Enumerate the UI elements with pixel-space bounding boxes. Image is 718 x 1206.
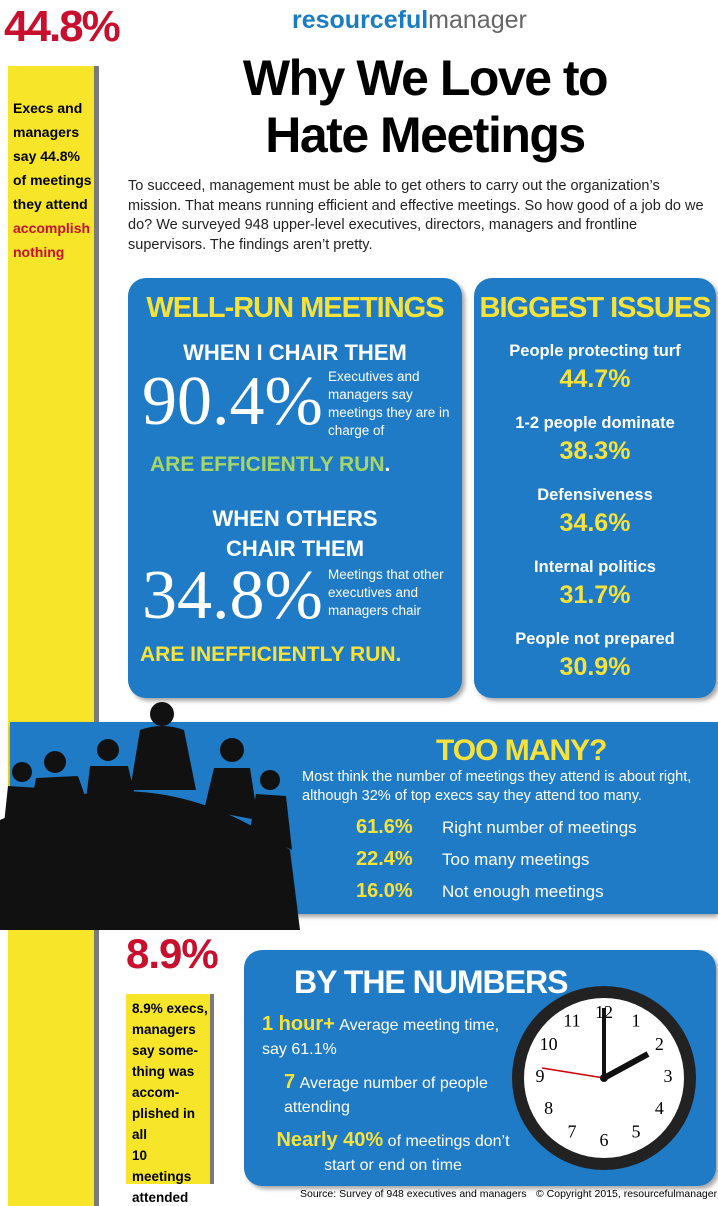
meeting-label: Not enough meetings [442,882,604,901]
source: Source: Survey of 948 executives and man… [300,1188,527,1200]
issue-value: 30.9% [559,653,631,681]
sidebar-bar [8,66,99,1206]
accomplished-stat: 8.9% [126,930,219,977]
brand-part: manager [428,6,527,34]
number-item: Nearly 40% of meetings don’t start or en… [262,1128,524,1178]
issues-panel: BIGGEST ISSUES People protecting turf 44.… [474,278,716,698]
accomplished-line: 10 meetings [132,1148,192,1184]
clock-number: 7 [568,1122,577,1142]
subheading: WHEN I CHAIR THEM [183,340,407,365]
clock-number: 4 [655,1098,664,1118]
accomplished-line: accom- [132,1085,180,1100]
sidebar-stat: 44.8% [4,2,121,51]
copyright: © Copyright 2015, resourcefulmanager [536,1188,718,1200]
issue-value: 38.3% [559,437,631,465]
title: Why We Love to Hate Meetings [242,50,609,163]
silhouette [0,702,300,930]
panel-heading: BY THE NUMBERS [294,964,568,1000]
issue-label: 1-2 people dominate [515,414,675,432]
number-text: of meetings don’t start or end on time [324,1133,510,1174]
meeting-share: 61.6% [356,816,413,838]
result-text: ARE EFFICIENTLY RUN [150,453,385,476]
clock-number: 5 [632,1122,641,1142]
clock-number: 1 [632,1011,641,1031]
number-text: Average meeting time, say 61.1% [262,1017,500,1058]
intro: To succeed, management must be able to g… [128,178,704,253]
number-item: 1 hour+ Average meeting time, say 61.1% [262,1012,520,1062]
panel-heading: WELL-RUN MEETINGS [146,292,444,324]
sidebar-text-main: Execs and managers say 44.8% of meetings… [13,100,92,212]
clock-number: 6 [600,1130,609,1150]
clock-number: 2 [655,1034,664,1054]
big-stat: 90.4% [142,363,323,440]
clock-number: 11 [563,1011,580,1031]
number-value: 1 hour+ [262,1013,335,1035]
clock-number: 10 [540,1034,558,1054]
result: ARE INEFFICIENTLY RUN. [140,643,402,666]
sidebar-highlight: accomplish nothing [13,220,91,260]
well-run-panel: WELL-RUN MEETINGS WHEN I CHAIR THEM 90.4… [128,278,462,698]
accomplished-line: thing was [132,1064,195,1079]
number-item: 7 Average number of people attending [284,1070,514,1120]
number-value: 7 [284,1071,296,1093]
accomplished-line: managers [132,1022,196,1037]
accomplished-box: 8.9% execs, managers say some-thing was acc… [126,994,214,1205]
issue-value: 31.7% [559,581,631,609]
number-value: Nearly 40% [276,1129,384,1151]
meeting-share: 22.4% [356,848,413,870]
meeting-label: Right number of meetings [442,818,637,837]
result: ARE EFFICIENTLY RUN. [150,453,390,477]
accomplished-line: 8.9% execs, [132,1001,208,1016]
meeting-share: 16.0% [356,880,413,902]
accomplished-line: say some- [132,1043,199,1058]
accomplished-line: plished in all [132,1106,196,1142]
meeting-label: Too many meetings [442,850,590,869]
issue-value: 44.7% [559,365,631,393]
clock-number: 3 [664,1066,673,1086]
by-numbers-panel: BY THE NUMBERS 111098765432112 1 hour+ A… [244,950,716,1186]
stat-text: Executives and managers say meetings the… [328,369,450,438]
number-text: Average number of people attending [284,1075,488,1116]
stat-text: Meetings that other executives and manag… [328,567,444,618]
subheading: WHEN OTHERS CHAIR THEM [212,506,378,561]
too-many-text: Most think the number of meetings they a… [302,769,692,804]
brand-part: resourceful [292,6,429,34]
clock-number: 8 [544,1098,553,1118]
result-period: . [384,453,391,476]
sidebar-text: Execs and managers say 44.8% of meetings… [13,96,95,264]
panel-heading: BIGGEST ISSUES [479,292,712,324]
accomplished-line: attended [132,1190,189,1205]
panel-heading: TOO MANY? [436,734,607,767]
issue-label: Defensiveness [537,486,653,504]
big-stat: 34.8% [142,557,323,634]
issue-value: 34.6% [559,509,631,537]
issue-label: Internal politics [534,558,656,576]
issue-label: People not prepared [515,630,675,648]
clock: 111098765432112 [512,986,696,1170]
clock-number: 9 [536,1066,545,1086]
brand: resourcefulmanager [292,6,527,35]
too-many-band: TOO MANY? Most think the number of meeti… [10,722,718,914]
issue-label: People protecting turf [509,342,681,360]
